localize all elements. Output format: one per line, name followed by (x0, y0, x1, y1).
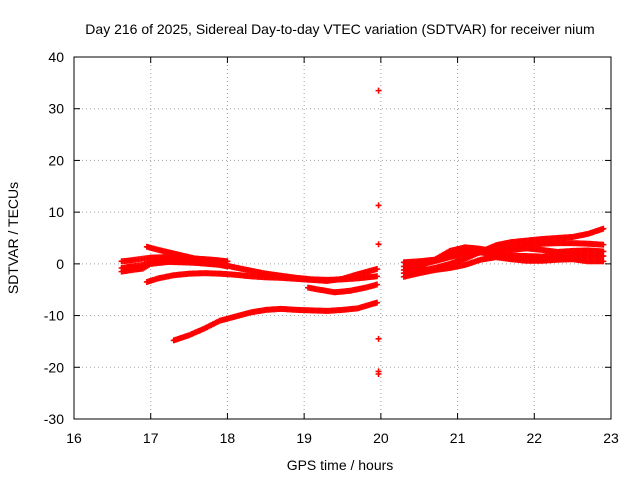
series-arc-c (143, 266, 381, 285)
x-tick-label: 22 (526, 430, 542, 446)
plot-frame (73, 56, 612, 420)
series-arc-d (304, 281, 381, 296)
y-axis-title: SDTVAR / TECUs (5, 182, 21, 294)
data-point (374, 299, 381, 306)
data-point (375, 87, 382, 94)
data-point (375, 371, 382, 378)
grid-lines (74, 57, 611, 419)
x-tick-label: 16 (66, 430, 82, 446)
y-tick-label: -30 (44, 411, 64, 427)
data-point (375, 202, 382, 209)
y-tick-label: 20 (48, 152, 64, 168)
series-arc-g5 (400, 244, 607, 266)
series-arc-e (170, 299, 381, 344)
series-arc-g4 (400, 254, 607, 280)
x-tick-label: 20 (373, 430, 389, 446)
y-tick-label: 40 (48, 49, 64, 65)
x-axis-tick-labels: 16 17 18 19 20 21 22 23 (66, 430, 619, 446)
chart-title: Day 216 of 2025, Sidereal Day-to-day VTE… (85, 21, 594, 37)
axis-ticks (73, 56, 612, 420)
x-tick-label: 21 (450, 430, 466, 446)
data-point (374, 273, 381, 280)
data-point (600, 248, 607, 255)
y-axis-tick-labels: -30 -20 -10 0 10 20 30 40 (44, 49, 64, 427)
data-point (375, 241, 382, 248)
x-tick-label: 18 (220, 430, 236, 446)
y-tick-label: 30 (48, 101, 64, 117)
series-arc-f (375, 87, 382, 378)
y-tick-label: 10 (48, 204, 64, 220)
data-point (600, 241, 607, 248)
x-tick-label: 17 (143, 430, 159, 446)
data-point (374, 266, 381, 273)
y-tick-label: -20 (44, 359, 64, 375)
data-point (600, 225, 607, 232)
data-point (375, 335, 382, 342)
data-point (374, 281, 381, 288)
y-tick-label: -10 (44, 308, 64, 324)
x-tick-label: 23 (603, 430, 619, 446)
y-tick-label: 0 (56, 256, 64, 272)
data-point (600, 258, 607, 265)
x-tick-label: 19 (296, 430, 312, 446)
x-axis-title: GPS time / hours (287, 457, 394, 473)
data-points (118, 87, 607, 378)
